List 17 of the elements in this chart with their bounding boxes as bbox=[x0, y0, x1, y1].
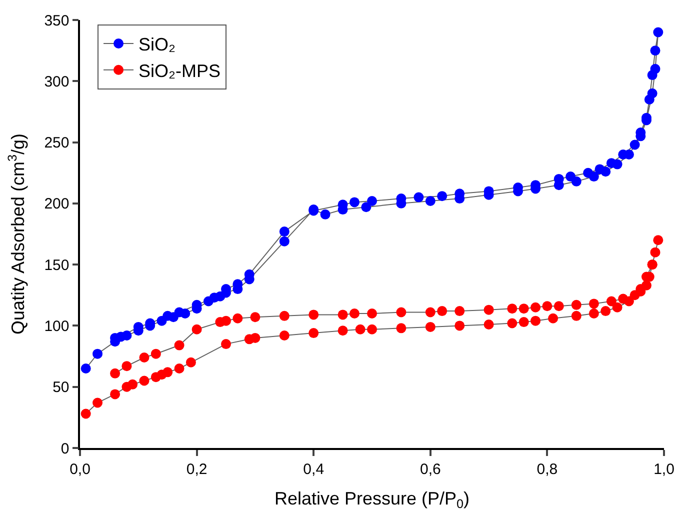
y-tick-label: 100 bbox=[44, 318, 70, 335]
x-tick-label: 1,0 bbox=[654, 460, 674, 478]
y-tick-label: 300 bbox=[44, 73, 70, 90]
x-tick-label: 0,8 bbox=[536, 460, 558, 478]
legend-label: SiO₂-MPS bbox=[138, 60, 221, 81]
x-tick-label: 0,0 bbox=[70, 460, 90, 478]
y-tick-label: 200 bbox=[44, 196, 70, 213]
y-tick-label: 250 bbox=[44, 134, 70, 152]
x-tick-label: 0,6 bbox=[420, 460, 441, 478]
y-tick-label: 50 bbox=[52, 379, 70, 396]
x-tick-label: 0,4 bbox=[303, 460, 324, 478]
y-tick-label: 150 bbox=[44, 256, 70, 274]
y-tick-label: 0 bbox=[60, 440, 70, 458]
y-tick-label: 350 bbox=[44, 12, 70, 30]
x-tick-label: 0,2 bbox=[186, 460, 208, 478]
legend-label: SiO₂ bbox=[138, 34, 176, 54]
x-axis-title: Relative Pressure (P/P$_{0}$) bbox=[274, 488, 470, 512]
